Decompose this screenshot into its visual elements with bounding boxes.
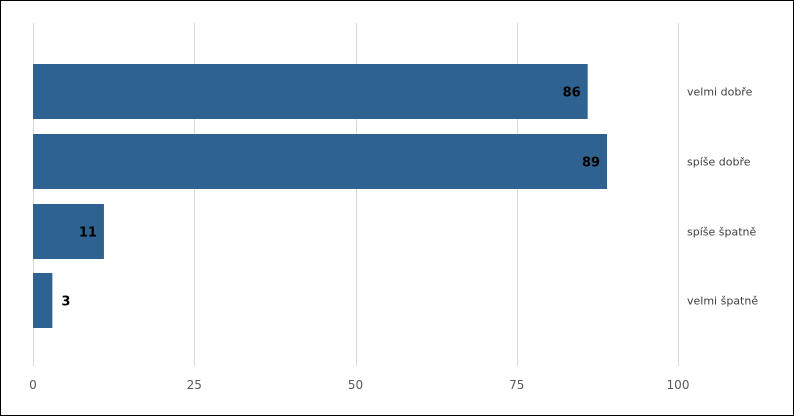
bar xyxy=(33,64,588,119)
bar xyxy=(33,204,104,259)
category-label: spíše dobře xyxy=(687,156,751,169)
category-labels: velmi dobře spíše dobře spíše špatně velmi … xyxy=(687,86,758,308)
data-label: 86 xyxy=(563,86,581,101)
data-label: 89 xyxy=(582,156,600,171)
bar xyxy=(33,273,53,328)
x-tick-label: 100 xyxy=(667,378,690,392)
bars xyxy=(33,64,608,328)
x-tick-label: 50 xyxy=(348,378,363,392)
x-tick-label: 75 xyxy=(509,378,524,392)
bar xyxy=(33,134,608,189)
category-label: velmi dobře xyxy=(687,86,753,99)
data-label: 11 xyxy=(79,226,97,241)
category-label: velmi špatně xyxy=(687,295,758,308)
x-tick-label: 25 xyxy=(187,378,202,392)
value-labels: 86 89 11 3 xyxy=(61,86,600,310)
x-tick-label: 0 xyxy=(29,378,37,392)
category-label: spíše špatně xyxy=(687,226,757,239)
x-axis-ticks: 0 25 50 75 100 xyxy=(29,378,689,392)
data-label: 3 xyxy=(61,295,70,310)
